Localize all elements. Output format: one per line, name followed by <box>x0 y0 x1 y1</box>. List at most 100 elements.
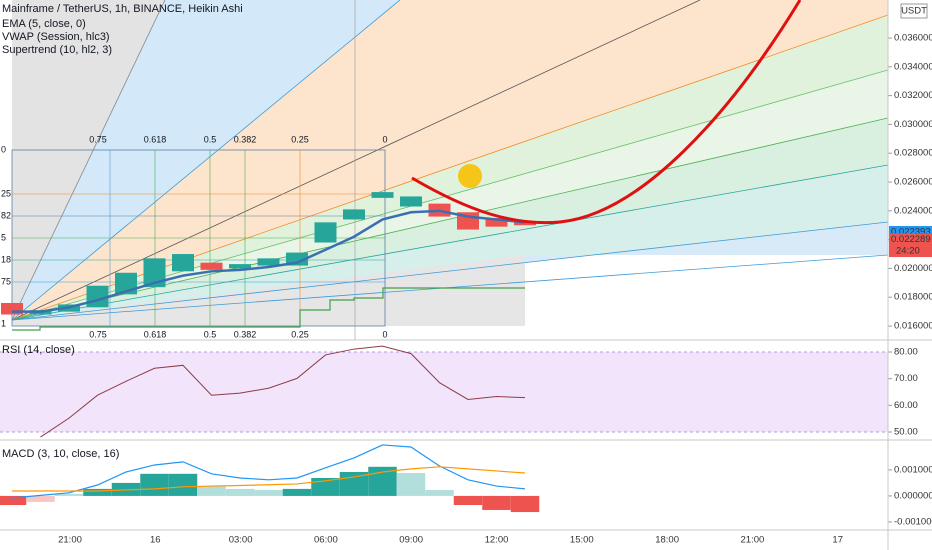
bar <box>54 493 84 496</box>
fan-zone <box>12 255 525 326</box>
indicator: VWAP (Session, hlc3) <box>2 31 110 43</box>
x-tick-label: 12:00 <box>485 535 509 546</box>
fan-ray <box>11 0 166 321</box>
fan-ray <box>11 0 701 321</box>
bar <box>0 495 27 506</box>
price-label: 0.022393 <box>891 226 931 237</box>
fib-label: 0.618 <box>144 134 167 144</box>
y-tick-label: 0.032000 <box>894 90 932 101</box>
fib-label: 0.618 <box>144 329 167 339</box>
bar <box>254 489 283 496</box>
candle-body <box>143 258 166 288</box>
bar <box>482 495 511 510</box>
indicator: Supertrend (10, hl2, 3) <box>2 44 112 56</box>
fib-label: 5 <box>1 232 6 242</box>
x-tick-label: 18:00 <box>655 535 679 546</box>
fib-label: 0.25 <box>291 329 309 339</box>
pane-title: MACD (3, 10, close, 16) <box>2 448 119 460</box>
candle-body <box>229 264 251 269</box>
currency[interactable]: USDT <box>901 6 927 17</box>
plot-layer: 0.0160000.0180000.0200000.0220000.024000… <box>0 33 932 527</box>
y-tick-label: 50.00 <box>894 427 918 438</box>
candle-body <box>172 254 194 272</box>
candle-body <box>314 222 337 243</box>
candle-body <box>1 302 23 315</box>
fib-label: 82 <box>1 210 11 220</box>
candle-body <box>371 192 394 198</box>
x-tick-label: 21:00 <box>58 535 82 546</box>
x-tick-label: 06:00 <box>314 535 338 546</box>
bar <box>197 486 226 496</box>
y-tick-label: -0.001000 <box>894 516 932 527</box>
y-tick-label: 0.030000 <box>894 119 932 130</box>
candle-body <box>257 258 280 266</box>
x-tick-label: 09:00 <box>399 535 423 546</box>
fib-label: 0.75 <box>89 329 107 339</box>
fib-label: 0.382 <box>234 134 257 144</box>
fib-label: 0 <box>382 134 387 144</box>
line <box>12 466 526 492</box>
bar <box>453 495 483 506</box>
price-badge <box>889 233 932 246</box>
pane-title: RSI (14, close) <box>2 344 75 356</box>
drawn-curve <box>411 0 802 225</box>
x-tick-label: 17 <box>832 535 843 546</box>
fib-label: 25 <box>1 188 11 198</box>
fan-ray <box>11 0 401 321</box>
supertrend <box>12 287 525 331</box>
bar <box>225 488 255 496</box>
candle-body <box>343 209 365 220</box>
line <box>12 209 526 313</box>
bar <box>140 473 169 496</box>
y-tick-label: 70.00 <box>894 373 918 384</box>
fib-label: 0.382 <box>234 329 257 339</box>
fan-zone <box>12 0 888 320</box>
price-label: 0.022289 <box>891 234 931 245</box>
fan-ray <box>11 221 888 321</box>
bar <box>83 488 112 496</box>
x-tick-label: 16 <box>150 535 161 546</box>
line <box>40 345 526 438</box>
fib-label: 75 <box>1 276 11 286</box>
fib-label: 0.5 <box>204 134 217 144</box>
y-tick-label: 0.036000 <box>894 33 932 44</box>
fib-label: 18 <box>1 254 11 264</box>
bar <box>282 488 312 496</box>
bar <box>425 489 454 496</box>
y-tick-label: 0.026000 <box>894 177 932 188</box>
fib-label: 1 <box>1 318 6 328</box>
fib-label: 0.25 <box>291 134 309 144</box>
candle-body <box>514 222 536 226</box>
y-tick-label: 0.018000 <box>894 292 932 303</box>
bar <box>510 495 540 513</box>
candle-body <box>200 262 223 270</box>
line <box>11 444 526 499</box>
fan-ray <box>11 164 888 321</box>
bar <box>396 473 426 496</box>
fib-label: 0 <box>382 329 387 339</box>
y-tick-label: 0.028000 <box>894 148 932 159</box>
chart-title: Mainframe / TetherUS, 1h, BINANCE, Heiki… <box>2 3 243 15</box>
countdown: 24:20 <box>896 246 920 257</box>
bar <box>168 473 198 496</box>
x-tick-label: 03:00 <box>229 535 253 546</box>
fib-fan <box>11 0 888 340</box>
y-tick-label: 0.016000 <box>894 321 932 332</box>
fib-label: 0.5 <box>204 329 217 339</box>
bar <box>311 477 340 496</box>
y-tick-label: 0.000000 <box>894 490 932 501</box>
x-tick-label: 15:00 <box>570 535 594 546</box>
rsi-band <box>0 352 888 432</box>
y-tick-label: 80.00 <box>894 347 918 358</box>
y-tick-label: 60.00 <box>894 400 918 411</box>
y-tick-label: 0.020000 <box>894 263 932 274</box>
candle-body <box>400 196 422 207</box>
y-tick-label: 0.001000 <box>894 464 932 475</box>
bar <box>26 495 55 502</box>
indicator: EMA (5, close, 0) <box>2 18 86 30</box>
fib-label: 0 <box>1 144 6 154</box>
countdown-badge <box>889 245 932 257</box>
currency-box[interactable] <box>900 3 928 19</box>
y-tick-label: 0.024000 <box>894 205 932 216</box>
